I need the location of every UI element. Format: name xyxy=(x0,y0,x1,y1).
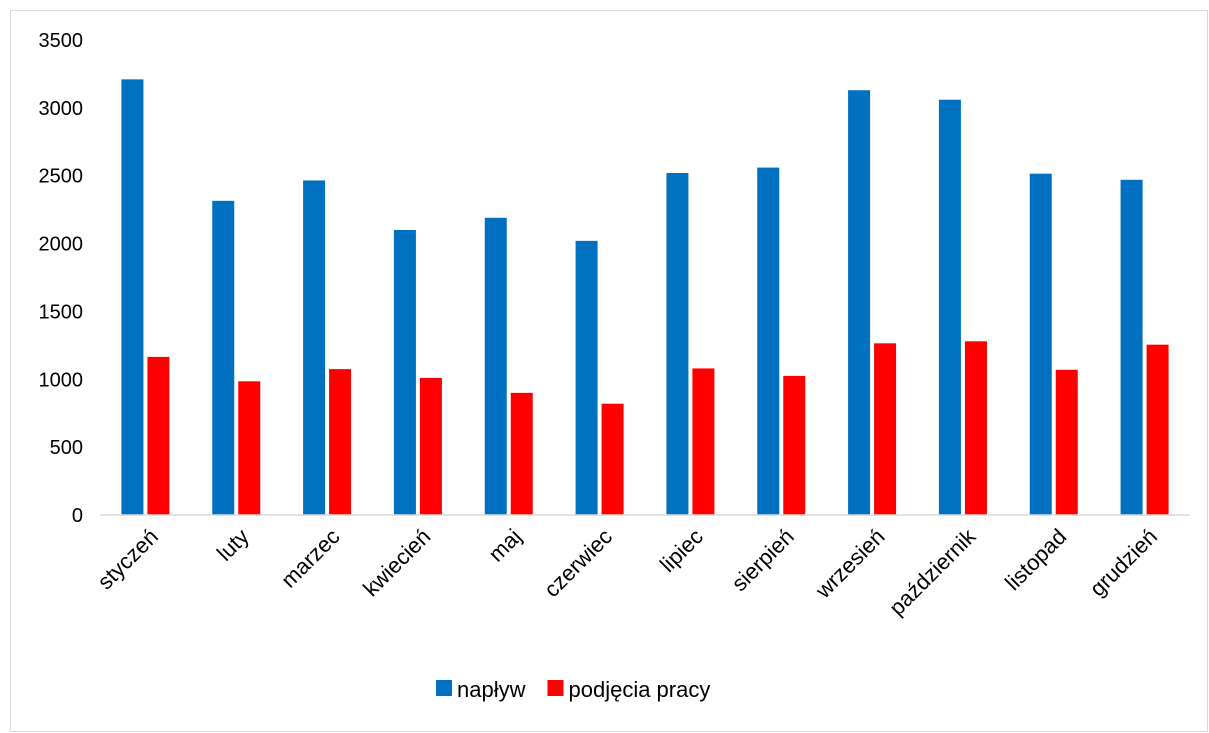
bar-series-group xyxy=(121,79,1169,516)
y-tick-label: 2500 xyxy=(39,166,84,188)
bar-series-1 xyxy=(484,217,507,516)
x-tick-label: grudzień xyxy=(1085,524,1162,601)
bar-series-1 xyxy=(938,99,961,515)
legend-swatch xyxy=(547,680,564,696)
x-tick-label: marzec xyxy=(276,524,345,593)
bar-series-1 xyxy=(1120,179,1143,516)
bar-series-2 xyxy=(1146,344,1169,515)
bar-series-2 xyxy=(601,403,624,515)
x-tick-label: sierpień xyxy=(727,524,799,596)
bar-series-2 xyxy=(510,392,533,515)
bar-series-2 xyxy=(1055,369,1078,515)
bar-series-2 xyxy=(692,368,715,515)
y-tick-label: 500 xyxy=(50,437,83,459)
bar-series-2 xyxy=(147,356,170,515)
y-tick-label: 0 xyxy=(72,505,83,527)
x-tick-label: luty xyxy=(212,524,254,566)
legend: napływ podjęcia pracy xyxy=(436,677,710,702)
x-tick-label: wrzesień xyxy=(810,524,890,604)
legend-swatch xyxy=(436,680,452,696)
x-tick-label: maj xyxy=(484,524,527,567)
bar-series-1 xyxy=(666,173,689,515)
x-tick-label: czerwiec xyxy=(539,524,617,602)
x-tick-label: listopad xyxy=(1000,524,1071,595)
bar-series-1 xyxy=(757,167,780,516)
bar-series-1 xyxy=(212,200,235,516)
y-tick-label: 3000 xyxy=(39,98,84,120)
y-tick-label: 2000 xyxy=(39,234,84,256)
x-axis-tick-labels: styczeń luty marzec kwiecień maj czerwiec lipi… xyxy=(93,523,1163,620)
bar-series-2 xyxy=(329,369,352,515)
x-tick-label: październik xyxy=(884,523,981,620)
bar-series-1 xyxy=(121,79,144,515)
bar-series-1 xyxy=(575,240,598,515)
bar-series-1 xyxy=(303,180,326,515)
bar-series-2 xyxy=(964,341,987,515)
bar-series-2 xyxy=(783,375,806,515)
bar-series-1 xyxy=(848,90,871,515)
x-tick-label: styczeń xyxy=(93,524,163,594)
x-tick-label: lipiec xyxy=(655,524,708,577)
y-tick-label: 1000 xyxy=(39,369,84,391)
legend-label: podjęcia pracy xyxy=(568,677,710,702)
chart-area xyxy=(10,10,1208,732)
bar-series-1 xyxy=(393,230,416,515)
x-tick-label: kwiecień xyxy=(358,524,435,601)
bar-series-2 xyxy=(874,343,897,515)
bar-series-2 xyxy=(238,381,261,515)
y-tick-label: 1500 xyxy=(39,301,84,323)
bar-series-2 xyxy=(419,377,442,515)
y-tick-label: 3500 xyxy=(39,30,84,52)
y-axis-tick-labels: 0 500 1000 1500 2000 2500 3000 3500 xyxy=(39,30,84,527)
legend-label: napływ xyxy=(457,677,526,702)
bar-series-1 xyxy=(1029,173,1052,515)
